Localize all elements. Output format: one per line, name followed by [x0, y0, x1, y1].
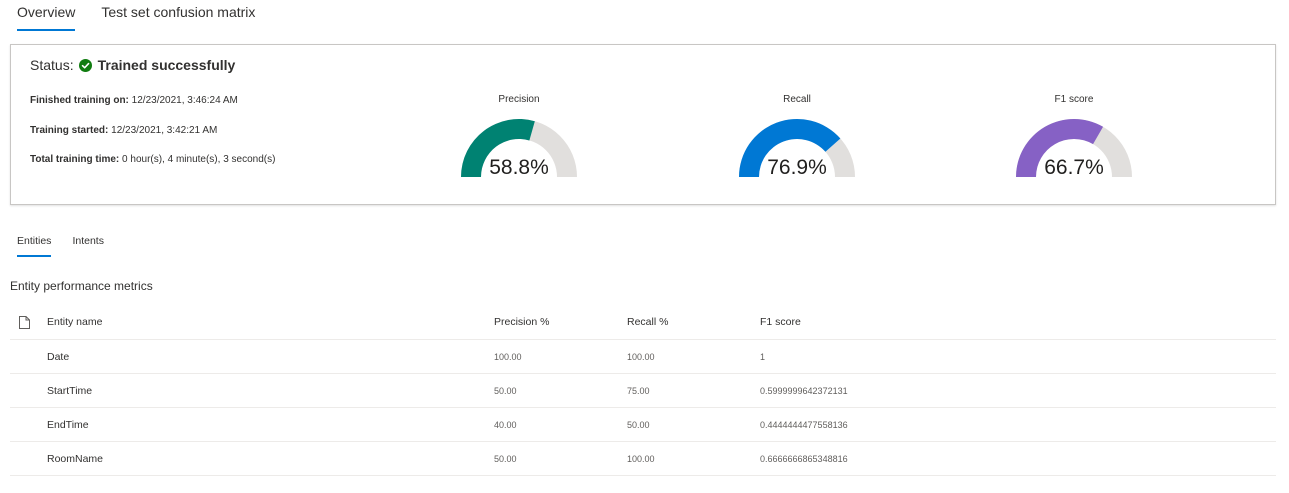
f1-score-cell: 0.5999999642372131	[760, 386, 848, 396]
precision-cell: 50.00	[494, 386, 517, 396]
total-training-time-value: 0 hour(s), 4 minute(s), 3 second(s)	[122, 154, 276, 165]
f1-score-cell: 0.4444444477558136	[760, 420, 848, 430]
table-row[interactable]: StartTime 50.00 75.00 0.5999999642372131	[10, 374, 1276, 408]
f1-score-gauge: F1 score 66.7%	[1014, 93, 1134, 183]
status-value: Trained successfully	[97, 57, 236, 73]
recall-cell: 100.00	[627, 454, 655, 464]
recall-gauge-label: Recall	[783, 94, 811, 105]
column-header-f1-score[interactable]: F1 score	[760, 316, 801, 328]
sub-tab-bar: Entities Intents	[17, 234, 104, 257]
f1-score-cell: 0.6666666865348816	[760, 454, 848, 464]
recall-gauge-value: 76.9%	[767, 156, 827, 179]
total-training-time-label: Total training time:	[30, 154, 120, 165]
f1-score-cell: 1	[760, 352, 766, 362]
section-title: Entity performance metrics	[10, 279, 153, 293]
entity-name-cell: Date	[47, 351, 70, 363]
recall-gauge-fill	[739, 119, 841, 177]
finished-training-value: 12/23/2021, 3:46:24 AM	[131, 95, 238, 106]
recall-cell: 100.00	[627, 352, 655, 362]
f1-score-gauge-label: F1 score	[1054, 94, 1094, 105]
f1-score-gauge-fill	[1016, 119, 1104, 177]
f1-score-gauge-value: 66.7%	[1044, 156, 1104, 179]
total-training-time-row: Total training time: 0 hour(s), 4 minute…	[30, 154, 275, 166]
precision-cell: 100.00	[494, 352, 522, 362]
top-tab-bar: Overview Test set confusion matrix	[17, 0, 256, 31]
column-header-entity-name[interactable]: Entity name	[47, 316, 103, 328]
finished-training-label: Finished training on:	[30, 95, 129, 106]
recall-cell: 75.00	[627, 386, 650, 396]
entity-metrics-table: Entity name Precision % Recall % F1 scor…	[10, 305, 1276, 476]
precision-cell: 50.00	[494, 454, 517, 464]
column-header-precision[interactable]: Precision %	[494, 316, 550, 328]
entity-name-cell: RoomName	[47, 453, 104, 465]
column-header-recall[interactable]: Recall %	[627, 316, 669, 328]
table-header-row: Entity name Precision % Recall % F1 scor…	[10, 305, 1276, 340]
table-row[interactable]: EndTime 40.00 50.00 0.4444444477558136	[10, 408, 1276, 442]
table-row[interactable]: RoomName 50.00 100.00 0.6666666865348816	[10, 442, 1276, 476]
status-line: Status: Trained successfully	[30, 56, 235, 74]
precision-gauge-fill	[461, 118, 535, 177]
finished-training-row: Finished training on: 12/23/2021, 3:46:2…	[30, 95, 238, 107]
precision-gauge-label: Precision	[498, 94, 540, 105]
training-started-row: Training started: 12/23/2021, 3:42:21 AM	[30, 125, 217, 137]
recall-cell: 50.00	[627, 420, 650, 430]
precision-cell: 40.00	[494, 420, 517, 430]
precision-gauge-value: 58.8%	[489, 156, 549, 179]
recall-gauge: Recall 76.9%	[737, 93, 857, 183]
tab-intents[interactable]: Intents	[72, 235, 104, 247]
precision-gauge: Precision 58.8%	[459, 93, 579, 183]
table-row[interactable]: Date 100.00 100.00 1	[10, 340, 1276, 374]
tab-test-set-confusion-matrix[interactable]: Test set confusion matrix	[101, 4, 256, 20]
document-icon[interactable]	[19, 316, 30, 329]
training-status-card: Status: Trained successfully Finished tr…	[10, 44, 1276, 205]
entity-name-cell: EndTime	[47, 419, 89, 431]
training-started-value: 12/23/2021, 3:42:21 AM	[111, 125, 218, 136]
tab-entities[interactable]: Entities	[17, 235, 52, 257]
status-label: Status:	[30, 57, 74, 73]
tab-overview[interactable]: Overview	[17, 0, 76, 31]
training-started-label: Training started:	[30, 125, 109, 136]
entity-name-cell: StartTime	[47, 385, 93, 397]
check-circle-icon	[78, 58, 92, 72]
